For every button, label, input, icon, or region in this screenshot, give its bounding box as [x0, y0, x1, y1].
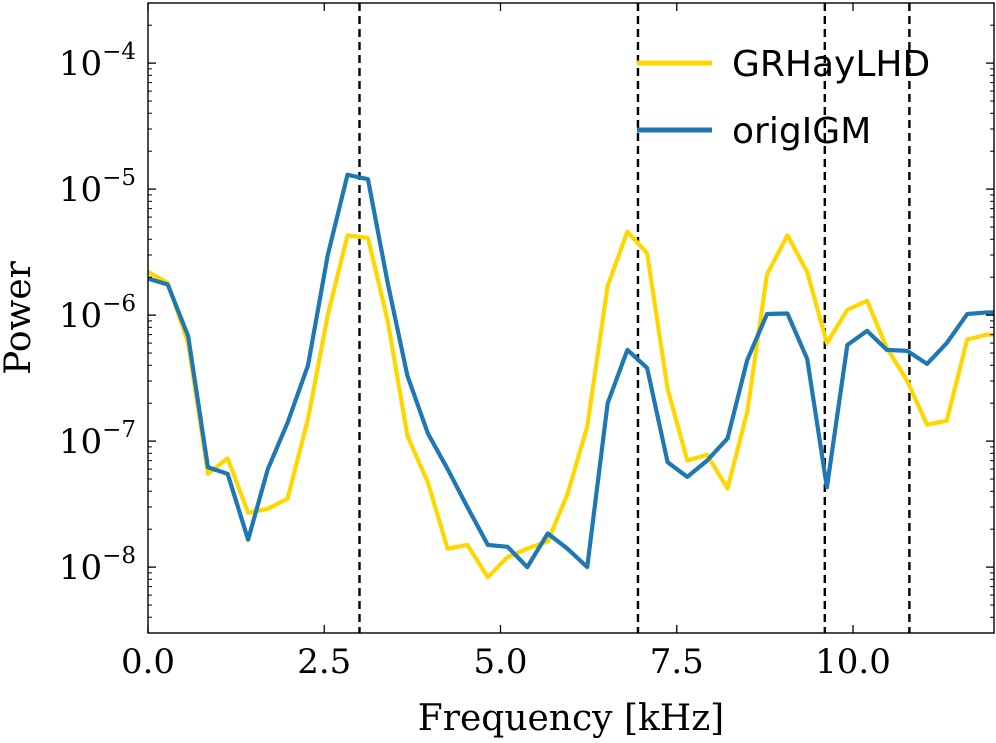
reference-lines — [358, 3, 911, 633]
y-axis-label: Power — [0, 260, 39, 375]
y-tick-label: 10−8 — [59, 543, 136, 588]
y-tick-label: 10−6 — [59, 291, 136, 336]
axis-ticks — [147, 3, 994, 634]
legend: GRHayLHD origIGM — [637, 44, 930, 152]
legend-label-grhaylhd: GRHayLHD — [732, 44, 930, 85]
series-lines — [148, 172, 994, 580]
series-line-grhaylhd — [148, 229, 994, 580]
x-tick-label: 7.5 — [650, 642, 704, 682]
y-tick-label: 10−4 — [59, 39, 136, 84]
legend-label-origigm: origIGM — [732, 111, 871, 152]
x-tick-label: 10.0 — [815, 642, 891, 682]
x-tick-label: 5.0 — [473, 642, 527, 682]
y-tick-labels: 10−8 10−7 10−6 10−5 10−4 — [59, 39, 136, 588]
x-tick-label: 2.5 — [297, 642, 351, 682]
y-tick-label: 10−7 — [59, 417, 136, 462]
x-tick-labels: 0.0 2.5 5.0 7.5 10.0 — [121, 642, 891, 682]
x-axis-label: Frequency [kHz] — [418, 698, 724, 739]
y-tick-label: 10−5 — [59, 165, 136, 210]
plot-frame — [147, 2, 995, 634]
series-line-origigm — [148, 172, 994, 570]
x-tick-label: 0.0 — [121, 642, 175, 682]
